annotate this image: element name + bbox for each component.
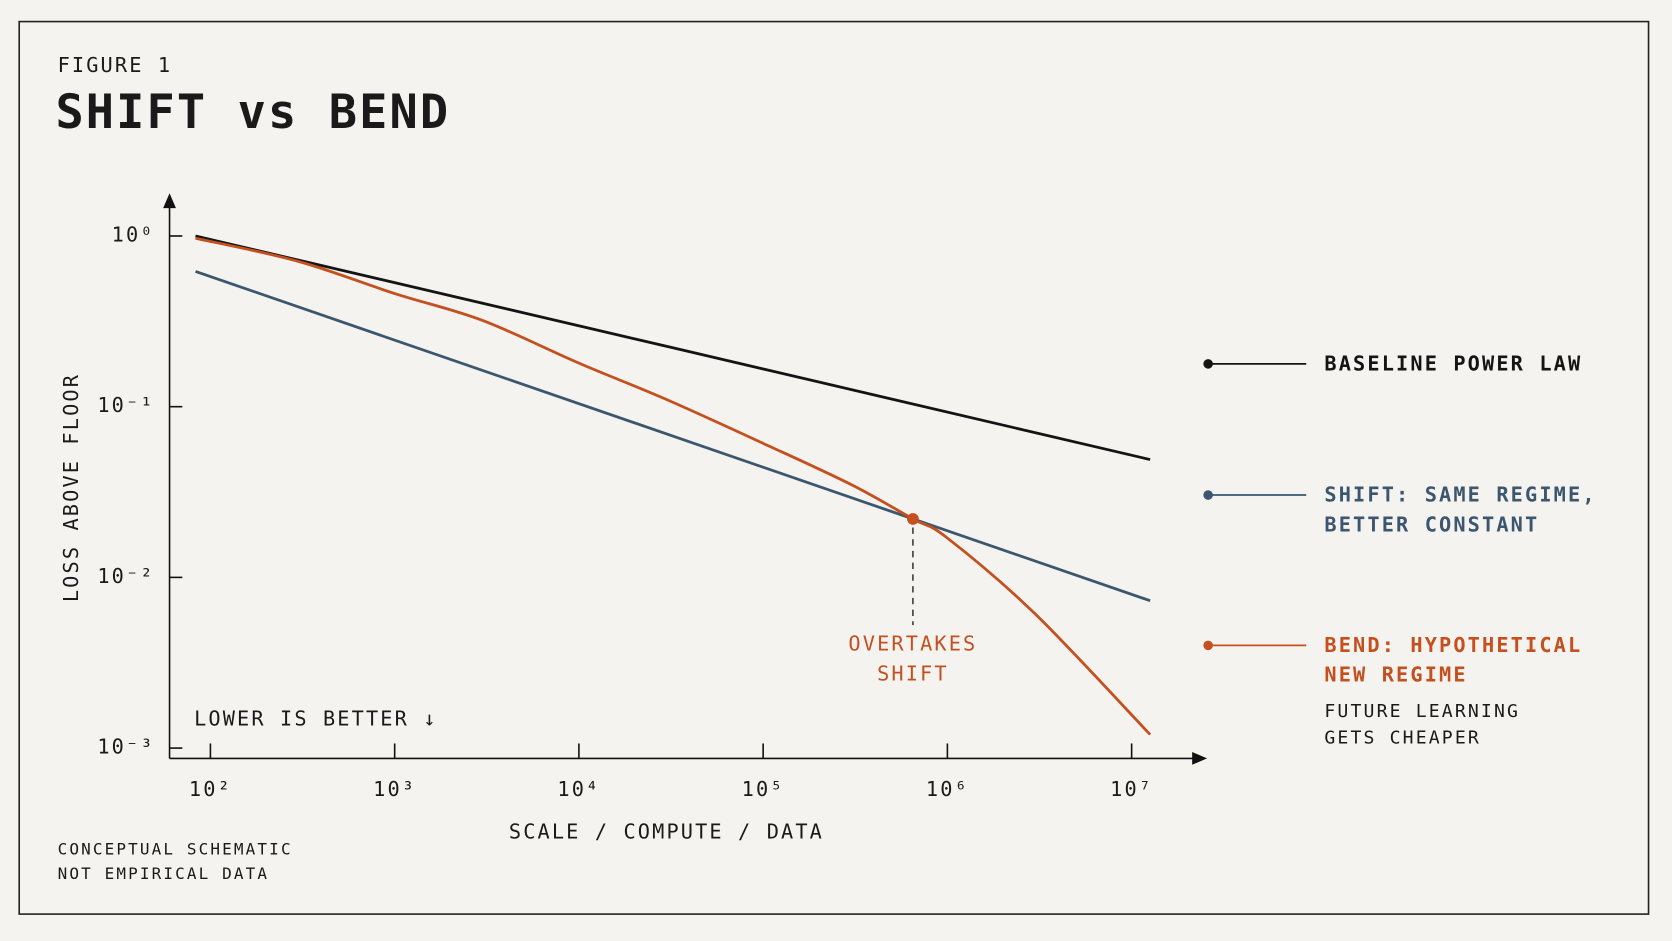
- legend-dot: [1203, 640, 1213, 651]
- legend-note: FUTURE LEARNING GETS CHEAPER: [1324, 700, 1521, 749]
- legend-label: BASELINE POWER LAW: [1324, 352, 1583, 376]
- x-tick-label: 10²: [189, 777, 232, 801]
- frame: [18, 20, 1650, 915]
- legend-label: SHIFT: SAME REGIME, BETTER CONSTANT: [1324, 483, 1597, 537]
- y-axis-arrow: [163, 193, 176, 209]
- line: [195, 236, 1152, 736]
- x-axis-label: SCALE / COMPUTE / DATA: [509, 820, 824, 844]
- chart-title: SHIFT vs BEND: [55, 85, 450, 140]
- line: [195, 270, 1151, 603]
- annotation-text: OVERTAKES SHIFT: [848, 632, 978, 686]
- x-tick-label: 10⁵: [742, 777, 785, 801]
- figure-label: FIGURE 1: [58, 53, 173, 77]
- x-tick-label: 10⁷: [1110, 777, 1153, 801]
- legend-label: BEND: HYPOTHETICAL NEW REGIME: [1324, 633, 1583, 687]
- footnote: CONCEPTUAL SCHEMATIC: [58, 840, 293, 859]
- footnote: NOT EMPIRICAL DATA: [58, 864, 270, 883]
- legend-label-box: BEND: HYPOTHETICAL NEW REGIME: [1324, 633, 1583, 687]
- legend-label-box: SHIFT: SAME REGIME, BETTER CONSTANT: [1324, 483, 1597, 537]
- inset-text: LOWER IS BETTER ↓: [194, 707, 438, 731]
- y-tick-label: 10⁻³: [97, 735, 154, 759]
- x-tick-label: 10³: [373, 777, 416, 801]
- annotation-text-box: OVERTAKES SHIFT: [848, 632, 978, 686]
- annotation-point: [907, 513, 919, 525]
- y-tick-label: 10⁻²: [97, 564, 154, 588]
- y-tick-label: 10⁻¹: [97, 393, 154, 417]
- x-axis-arrow: [1192, 752, 1208, 765]
- legend-dot: [1203, 490, 1213, 500]
- legend-label-box: BASELINE POWER LAW: [1324, 352, 1583, 376]
- y-axis-label: LOSS ABOVE FLOOR: [59, 373, 83, 602]
- y-tick-label: 10⁰: [112, 222, 155, 246]
- legend-note-box: FUTURE LEARNING GETS CHEAPER: [1324, 700, 1521, 749]
- x-tick-label: 10⁴: [557, 777, 600, 801]
- x-tick-label: 10⁶: [926, 777, 969, 801]
- legend-dot: [1203, 359, 1213, 369]
